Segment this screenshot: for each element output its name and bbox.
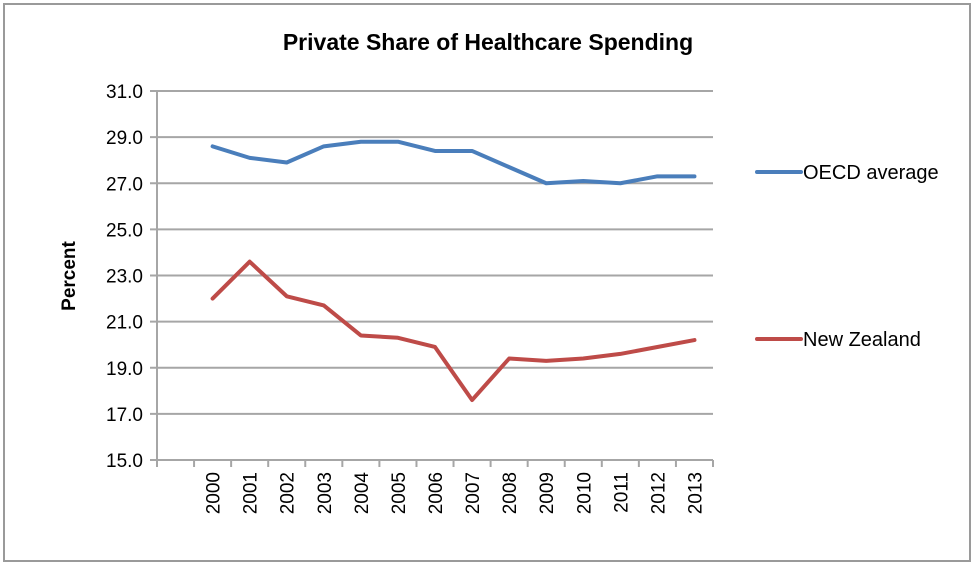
x-tick-label: 2005: [389, 472, 410, 514]
chart-frame: [3, 3, 971, 562]
x-tick-label: 2010: [574, 472, 595, 514]
x-tick-label: 2008: [500, 472, 521, 514]
y-tick-label: 15.0: [106, 451, 143, 472]
legend: OECD average New Zealand: [755, 162, 939, 351]
y-tick-label: 23.0: [106, 267, 143, 288]
y-tick-label: 19.0: [106, 359, 143, 380]
x-tick-label: 2011: [611, 472, 632, 513]
y-tick-label: 17.0: [106, 405, 143, 426]
legend-item: New Zealand: [755, 329, 921, 351]
y-axis-label: Percent: [59, 240, 80, 310]
series-line-oecd-average: [210, 139, 697, 186]
x-axis: [150, 91, 714, 467]
legend-label: New Zealand: [803, 329, 921, 351]
series-line-new-zealand: [210, 259, 697, 403]
x-tick-label: 2006: [426, 472, 447, 514]
x-tick-label: 2013: [685, 472, 706, 514]
x-tick-label: 2012: [648, 472, 669, 514]
x-tick-label: 2001: [241, 472, 262, 514]
x-tick-label: 2002: [278, 472, 299, 514]
x-tick-label: 2004: [352, 472, 373, 515]
x-tick-label: 2000: [204, 472, 225, 514]
y-tick-label: 25.0: [106, 220, 143, 241]
legend-label: OECD average: [803, 162, 939, 184]
y-tick-label: 31.0: [106, 82, 143, 103]
x-tick-label: 2009: [537, 472, 558, 514]
x-axis-tick-labels: 2000 2001 2002 2003 2004 2005 2006 2007 2008 2009…: [204, 472, 707, 515]
x-tick-label: 2003: [315, 472, 336, 514]
y-tick-label: 21.0: [106, 313, 143, 334]
legend-item: OECD average: [755, 162, 939, 184]
series-lines: [210, 139, 697, 403]
y-axis-ticks: 15.0 17.0 19.0 21.0 23.0 25.0 27.0 29.0 31.0: [106, 82, 143, 472]
y-tick-label: 29.0: [106, 128, 143, 149]
x-tick-label: 2007: [463, 472, 484, 514]
chart-title: Private Share of Healthcare Spending: [283, 29, 693, 55]
y-tick-label: 27.0: [106, 174, 143, 195]
